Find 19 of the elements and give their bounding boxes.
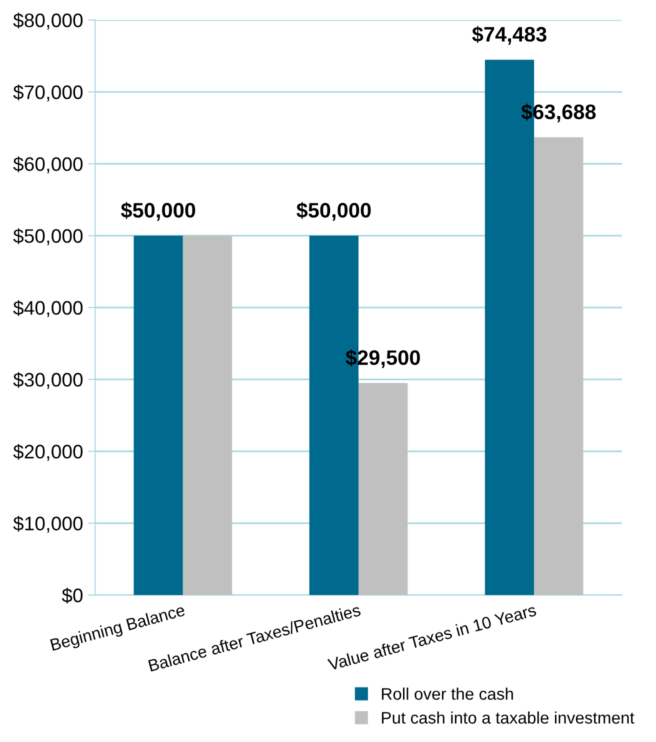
y-tick-label: $80,000 xyxy=(13,12,83,30)
bar xyxy=(534,137,584,596)
y-tick-label: $40,000 xyxy=(13,300,83,318)
y-tick-label: $60,000 xyxy=(13,156,83,174)
bar xyxy=(358,383,408,596)
y-tick-label: $20,000 xyxy=(13,444,83,461)
bar xyxy=(134,236,183,596)
y-tick-label: $0 xyxy=(62,588,83,604)
x-tick-label: Beginning Balance xyxy=(50,604,186,654)
bar xyxy=(182,236,232,596)
y-tick-label: $70,000 xyxy=(13,84,83,102)
data-label: $74,483 xyxy=(472,26,546,45)
data-label: $50,000 xyxy=(120,202,196,221)
legend-label: Put cash into a taxable investment xyxy=(382,711,634,724)
data-label: $50,000 xyxy=(296,202,371,221)
y-tick-label: $30,000 xyxy=(13,372,83,389)
legend-label: Roll over the cash xyxy=(382,688,513,700)
y-tick-label: $10,000 xyxy=(13,516,83,533)
y-tick-label: $50,000 xyxy=(13,228,83,246)
